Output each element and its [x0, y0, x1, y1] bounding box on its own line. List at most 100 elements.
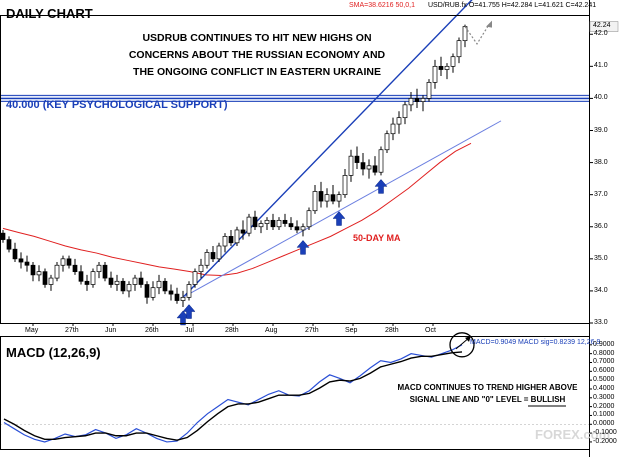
candle-body: [132, 277, 138, 285]
candle-body: [18, 258, 24, 263]
candle-body: [180, 296, 186, 301]
candle-body: [300, 226, 306, 231]
price-layer: [0, 0, 502, 326]
candle-body: [444, 65, 450, 70]
candle-body: [312, 191, 318, 212]
x-tick-label: 28th: [225, 327, 239, 334]
macd-title: MACD (12,26,9): [6, 345, 101, 360]
x-tick-label: 28th: [385, 327, 399, 334]
y-tick-label: 33.0: [594, 319, 608, 326]
chart-title: DAILY CHART: [6, 6, 93, 21]
candle-body: [372, 165, 378, 173]
macd-annotation-line-1: MACD CONTINUES TO TREND HIGHER ABOVE: [397, 383, 578, 392]
candle-body: [240, 229, 246, 234]
candle-body: [216, 245, 222, 260]
sma-header: SMA=38.6216 50,0,1: [349, 2, 415, 9]
candle-body: [384, 133, 390, 151]
candle-body: [96, 264, 102, 273]
candle-body: [288, 223, 294, 228]
candle-body: [210, 252, 216, 260]
macd-y-tick-label: -0.2000: [593, 437, 617, 445]
candle-body: [48, 277, 54, 285]
annotation-line-3: THE ONGOING CONFLICT IN EASTERN UKRAINE: [133, 66, 381, 78]
watermark: FOREX.com: [535, 427, 611, 442]
symbol-header: USD/RUB.fx O=41.755 H=42.284 L=41.621 C=…: [428, 2, 597, 9]
annotation-line-2: CONCERNS ABOUT THE RUSSIAN ECONOMY AND: [128, 49, 386, 61]
macd-y-tick-label: 0.4000: [593, 384, 615, 392]
x-tick-label: Aug: [265, 327, 278, 334]
x-tick-label: Oct: [425, 327, 436, 334]
candle-body: [60, 258, 66, 266]
candle-body: [150, 287, 156, 298]
x-tick-label: 26th: [145, 327, 159, 334]
candle-body: [408, 98, 414, 106]
candle-body: [258, 223, 264, 228]
macd-y-tick-label: -0.1000: [593, 429, 617, 437]
chart-annotation: USDRUB CONTINUES TO HIT NEW HIGHS ON CON…: [122, 30, 392, 81]
candle-body: [336, 194, 342, 202]
x-tick-label: May: [25, 327, 39, 334]
candle-body: [126, 284, 132, 292]
trendline-shallow: [182, 120, 502, 298]
macd-y-tick-label: 0.0000: [593, 420, 615, 428]
macd-y-tick-label: 0.2000: [593, 402, 615, 410]
candle-body: [348, 155, 354, 176]
candle-body: [330, 194, 336, 202]
candle-body: [426, 82, 432, 99]
candle-body: [228, 236, 234, 244]
candle-body: [402, 104, 408, 119]
candle-body: [306, 210, 312, 228]
macd-y-tick-label: 0.5000: [593, 376, 615, 384]
macd-header: MACD=0.9049 MACD sig=0.8239 12,26,9: [470, 339, 601, 346]
candle-body: [438, 65, 444, 70]
candle-body: [90, 271, 96, 285]
candle-body: [84, 280, 90, 285]
candle-body: [192, 271, 198, 285]
candle-body: [6, 239, 12, 250]
candle-body: [246, 216, 252, 234]
candle-body: [324, 194, 330, 202]
macd-annotation-line-2: SIGNAL LINE AND "0" LEVEL = BULLISH: [409, 395, 566, 404]
candle-body: [450, 56, 456, 67]
y-tick-label: 41.0: [594, 62, 608, 70]
x-tick-label: Jul: [185, 327, 194, 334]
x-tick-label: Sep: [345, 327, 358, 334]
y-tick-label: 35.0: [594, 254, 608, 262]
candle-body: [168, 290, 174, 295]
fill-layer: [0, 94, 589, 102]
macd-y-tick-label: 0.3000: [593, 393, 615, 401]
x-tick-label: 27th: [305, 327, 319, 334]
candle-body: [414, 98, 420, 102]
last-price-box: [589, 21, 619, 32]
candle-body: [120, 280, 126, 292]
candle-body: [222, 236, 228, 247]
candle-body: [366, 165, 372, 170]
candle-body: [162, 280, 168, 292]
candle-body: [204, 252, 210, 266]
candle-body: [66, 258, 72, 266]
up-arrow: [296, 239, 310, 255]
candle-body: [276, 219, 282, 228]
candle-body: [24, 261, 30, 266]
candle-body: [198, 264, 204, 273]
macd-layer: [0, 332, 589, 443]
macd-highlight-circle: [449, 332, 475, 358]
macd-annotation: MACD CONTINUES TO TREND HIGHER ABOVE SIG…: [395, 382, 580, 406]
candle-body: [54, 264, 60, 279]
forecast-path: [464, 24, 490, 45]
y-tick-label: 38.0: [594, 158, 608, 166]
y-tick-label: 40.0: [594, 94, 608, 102]
candle-body: [360, 162, 366, 170]
sma50-line: [2, 142, 472, 277]
macd-y-tick-label: 0.8000: [593, 349, 615, 357]
up-arrow: [182, 304, 196, 319]
candle-body: [102, 264, 108, 279]
candle-body: [432, 65, 438, 83]
y-tick-label: 42.0: [594, 30, 608, 38]
candle-body: [138, 277, 144, 285]
macd-y-tick-label: 0.9000: [593, 340, 615, 348]
candle-body: [36, 271, 42, 276]
candle-body: [114, 280, 120, 285]
candle-body: [270, 219, 276, 228]
